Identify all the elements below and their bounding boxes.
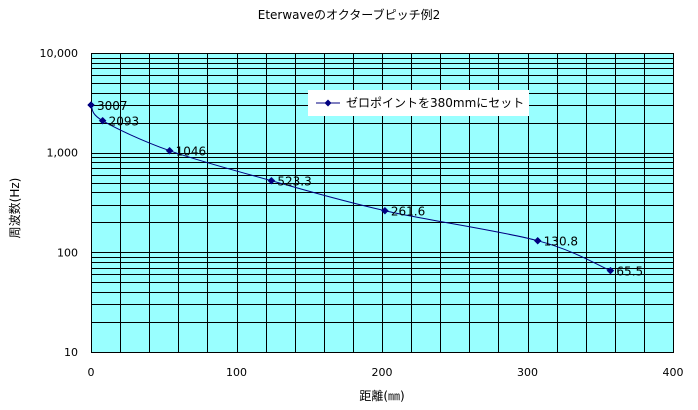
data-label: 523.3: [277, 175, 311, 189]
data-point: [533, 236, 542, 245]
data-point: [606, 266, 615, 275]
y-axis-label: 周波数(Hz): [7, 178, 22, 239]
legend-box: [308, 90, 529, 116]
y-tick-label: 10: [64, 346, 78, 359]
x-tick-label: 200: [372, 366, 393, 379]
x-ticks-layer: 0 100 200 300 400: [88, 366, 684, 379]
plot-border: [91, 53, 674, 353]
data-point: [381, 206, 389, 215]
data-point: [267, 176, 276, 185]
legend-label: ゼロポイントを380mmにセット: [346, 96, 524, 110]
data-point: [98, 116, 107, 125]
points-layer: [87, 101, 615, 275]
x-tick-label: 300: [517, 366, 538, 379]
y-tick-label: 10,000: [40, 47, 79, 60]
x-axis-label: 距離(㎜): [359, 389, 404, 403]
chart-title: Eterwaveのオクターブピッチ例2: [258, 7, 440, 22]
data-label: 1046: [176, 145, 207, 159]
labels-layer: 3007 2093 1046 523.3 261.6 130.8 65.5: [97, 99, 643, 279]
data-label: 261.6: [391, 205, 425, 219]
y-tick-label: 100: [57, 246, 78, 259]
data-point: [87, 101, 95, 109]
y-tick-label: 1,000: [47, 147, 79, 160]
legend-marker: [324, 99, 332, 107]
x-tick-label: 0: [88, 366, 95, 379]
y-ticks-layer: 10 100 1,000 10,000: [40, 47, 79, 359]
x-tick-label: 400: [663, 366, 684, 379]
x-tick-label: 100: [226, 366, 247, 379]
data-label: 2093: [109, 115, 140, 129]
data-point: [165, 146, 174, 155]
data-label: 3007: [97, 99, 128, 113]
data-label: 130.8: [544, 235, 578, 249]
data-label: 65.5: [616, 265, 643, 279]
legend: ゼロポイントを380mmにセット: [308, 90, 529, 116]
